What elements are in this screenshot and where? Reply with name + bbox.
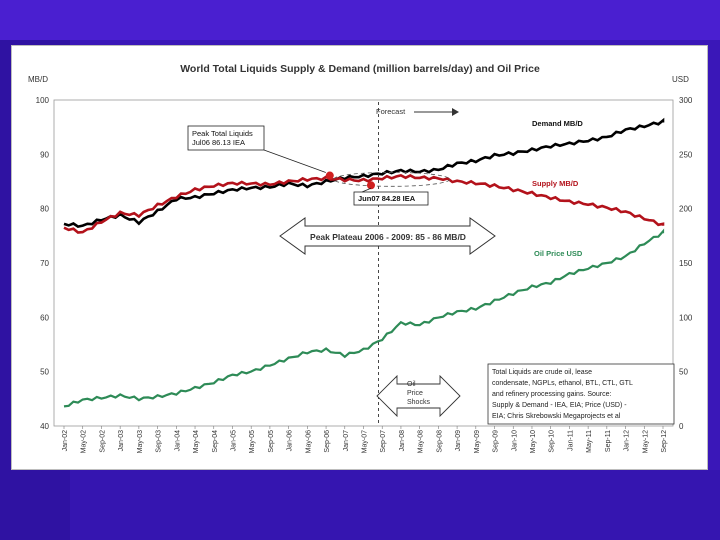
slide-background-block-bottom [70,470,720,540]
x-tick-label: Sep-10 [549,430,556,453]
plateau-label: Peak Plateau 2006 - 2009: 85 - 86 MB/D [310,232,466,242]
series-line [63,228,665,408]
y-tick-left: 50 [40,368,49,377]
y-tick-right: 200 [679,205,693,214]
x-tick-label: Jan-07 [343,430,350,452]
forecast-arrow-head [452,108,459,116]
x-tick-label: Sep-12 [661,430,668,453]
peak-marker [325,171,334,180]
y-tick-left: 100 [36,96,50,105]
chart-title: World Total Liquids Supply & Demand (mil… [180,63,540,75]
peak-callout-leader [263,149,326,173]
chart-frame: 40 50 60 70 80 90 100 0 50 100 150 200 250 300 World T… [11,45,708,470]
y-tick-left: 70 [40,259,49,268]
shocks-arrow [376,374,461,418]
x-tick-label: Sep-03 [156,430,163,453]
jun07-callout-text: Jun07 84.28 IEA [358,194,416,203]
series-line [63,174,665,234]
y-tick-right: 100 [679,313,693,322]
y-tick-right: 50 [679,368,688,377]
x-tick-label: May-05 [249,430,256,453]
x-tick-label: May-12 [642,430,649,453]
forecast-label: Forecast [376,107,406,116]
y-tick-right: 250 [679,150,693,159]
x-tick-label: Sep-05 [268,430,275,453]
x-tick-label: Sep-08 [436,430,443,453]
y-tick-right: 150 [679,259,693,268]
y-tick-left: 40 [40,422,49,431]
series-label-price: Oil Price USD [534,249,583,258]
x-tick-label: Sep-07 [380,430,387,453]
y-tick-left: 80 [40,205,49,214]
x-tick-label: May-09 [474,430,481,453]
series-label-supply: Supply MB/D [532,179,579,188]
x-tick-label: Sep-09 [493,430,500,453]
series-lines [63,117,665,408]
x-tick-label: May-11 [586,430,593,453]
y-tick-left: 60 [40,313,49,322]
peak-callout-text: Peak Total Liquids Jul06 86.13 IEA [192,129,253,147]
x-tick-label: Jan-08 [399,430,406,452]
chart-text: 40 50 60 70 80 90 100 0 50 100 150 200 250 300 World T… [28,63,693,453]
jun07-marker [366,181,375,190]
x-tick-label: Jan-12 [624,430,631,452]
x-tick-label: May-03 [137,430,144,453]
y-axis-label-right: USD [672,75,689,84]
x-tick-label: Jan-04 [174,430,181,452]
x-tick-label: May-06 [305,430,312,453]
jun07-callout-leader [361,187,372,193]
y-tick-right: 0 [679,422,684,431]
x-tick-label: Jan-09 [455,430,462,452]
plateau-arrow [279,217,496,255]
x-tick-label: Sep-06 [324,430,331,453]
plateau-ellipse [333,171,451,187]
slide-background-band [0,0,720,40]
x-tick-label: May-10 [530,430,537,453]
x-tick-label: Sep-11 [605,430,612,452]
x-tick-label: Jan-03 [118,430,125,452]
annotations [187,102,675,426]
x-tick-label: Jan-11 [567,430,574,451]
x-tick-label: Jan-10 [511,430,518,452]
source-note-box [487,363,675,425]
x-tick-label: May-04 [193,430,200,453]
x-tick-label: May-02 [81,430,88,453]
y-tick-right: 300 [679,96,693,105]
x-tick-label: May-07 [362,430,369,453]
peak-callout-box [187,125,265,151]
source-note-text: Total Liquids are crude oil, lease conden… [492,369,633,420]
shocks-label: Oil Price Shocks [407,381,430,406]
y-tick-left: 90 [40,150,49,159]
x-tick-label: Jan-05 [230,430,237,452]
jun07-callout-box [353,191,429,206]
x-tick-label: Jan-02 [62,430,69,452]
x-tick-label: May-08 [418,430,425,453]
x-tick-label: Sep-04 [212,430,219,453]
series-line [63,117,665,228]
x-tick-label: Jan-06 [287,430,294,452]
y-axis-label-left: MB/D [28,75,48,84]
series-label-demand: Demand MB/D [532,119,583,128]
oil-chart: 40 50 60 70 80 90 100 0 50 100 150 200 250 300 World T… [28,63,693,453]
x-tick-label: Sep-02 [99,430,106,453]
